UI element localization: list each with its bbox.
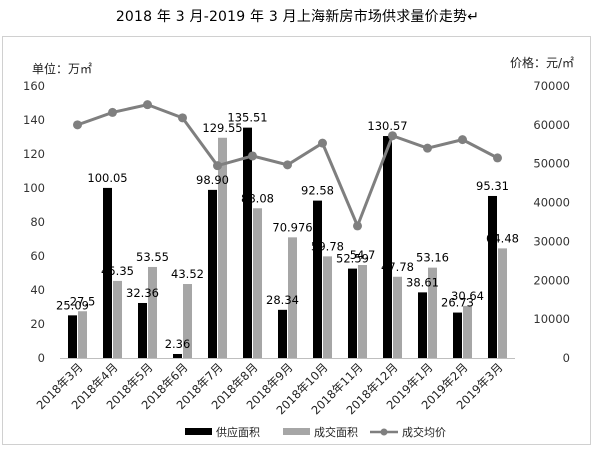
price-point [178, 113, 187, 123]
bar-deal [113, 280, 122, 358]
price-point [458, 135, 467, 145]
supply-data-label: 130.57 [367, 119, 407, 133]
chart-frame [2, 36, 591, 445]
right-tick-label: 60000 [533, 118, 570, 132]
left-tick-label: 140 [23, 113, 45, 127]
left-tick-label: 80 [30, 215, 45, 229]
legend-deal-label: 成交面积 [314, 425, 358, 439]
legend-price-marker [380, 428, 388, 436]
right-tick-label: 0 [563, 351, 570, 365]
bar-deal [463, 305, 472, 358]
left-tick-label: 100 [23, 181, 45, 195]
price-point [73, 120, 82, 130]
deal-data-label: 53.55 [136, 250, 169, 264]
bar-deal [183, 284, 192, 358]
price-point [388, 131, 397, 141]
right-tick-label: 10000 [533, 312, 570, 326]
deal-data-label: 129.55 [202, 121, 242, 135]
bar-deal [498, 248, 507, 358]
price-point [283, 160, 292, 170]
right-tick-label: 20000 [533, 273, 570, 287]
left-axis-unit: 单位：万㎡ [32, 61, 92, 76]
right-tick-label: 30000 [533, 234, 570, 248]
deal-data-label: 30.64 [451, 289, 484, 303]
deal-data-label: 53.16 [416, 251, 449, 265]
chart-title: 2018 年 3 月-2019 年 3 月上海新房市场供求量价走势↵ [115, 9, 480, 25]
bar-supply [208, 189, 217, 358]
deal-data-label: 47.78 [381, 260, 414, 274]
deal-data-label: 45.35 [101, 264, 134, 278]
bar-supply [383, 136, 392, 358]
deal-data-label: 54.7 [350, 248, 376, 262]
left-tick-label: 40 [30, 283, 45, 297]
price-point [423, 143, 432, 153]
bar-deal [218, 137, 227, 358]
left-tick-label: 160 [23, 79, 45, 93]
bar-supply [348, 268, 357, 358]
bar-supply [418, 292, 427, 358]
bar-supply [103, 187, 112, 358]
supply-data-label: 92.58 [301, 184, 334, 198]
bar-supply [313, 200, 322, 358]
left-tick-label: 0 [38, 351, 45, 365]
bar-supply [278, 309, 287, 358]
bar-supply [68, 315, 77, 358]
price-point [213, 161, 222, 171]
deal-data-label: 64.48 [486, 231, 519, 245]
price-point [143, 100, 152, 110]
deal-data-label: 70.976 [272, 220, 312, 234]
deal-data-label: 88.08 [241, 191, 274, 205]
bar-deal [428, 267, 437, 358]
deal-data-label: 59.78 [311, 239, 344, 253]
legend-supply-label: 供应面积 [216, 425, 260, 439]
bar-deal [253, 208, 262, 358]
right-tick-label: 70000 [533, 79, 570, 93]
bar-supply [488, 195, 497, 358]
left-tick-label: 20 [30, 317, 45, 331]
price-point [318, 138, 327, 148]
bar-supply [138, 302, 147, 358]
supply-data-label: 28.34 [266, 293, 299, 307]
bar-deal [358, 265, 367, 358]
left-tick-label: 120 [23, 147, 45, 161]
bar-deal [323, 256, 332, 358]
price-point [248, 151, 257, 161]
supply-data-label: 100.05 [87, 171, 127, 185]
price-point [493, 153, 502, 163]
supply-data-label: 2.36 [165, 337, 191, 351]
supply-data-label: 25.09 [56, 298, 89, 312]
supply-data-label: 26.73 [441, 296, 474, 310]
supply-data-label: 52.59 [336, 252, 369, 266]
legend-deal-swatch [283, 428, 310, 435]
bar-supply [243, 127, 252, 359]
bar-deal [393, 276, 402, 358]
left-tick-label: 60 [30, 249, 45, 263]
deal-data-label: 27.5 [70, 294, 96, 308]
right-tick-label: 50000 [533, 157, 570, 171]
supply-data-label: 135.51 [227, 111, 267, 125]
supply-data-label: 32.36 [126, 286, 159, 300]
price-point [108, 107, 117, 117]
supply-data-label: 98.90 [196, 173, 229, 187]
supply-data-label: 95.31 [476, 179, 509, 193]
right-axis-unit: 价格：元/㎡ [510, 55, 574, 70]
price-point [353, 221, 362, 231]
legend-supply-swatch [185, 428, 212, 435]
bar-deal [148, 266, 157, 358]
supply-data-label: 38.61 [406, 275, 439, 289]
legend-price-label: 成交均价 [402, 425, 446, 439]
bar-deal [288, 237, 297, 358]
right-tick-label: 40000 [533, 196, 570, 210]
deal-data-label: 43.52 [171, 267, 204, 281]
bar-deal [78, 311, 87, 358]
bar-supply [173, 353, 182, 358]
bar-supply [453, 312, 462, 358]
